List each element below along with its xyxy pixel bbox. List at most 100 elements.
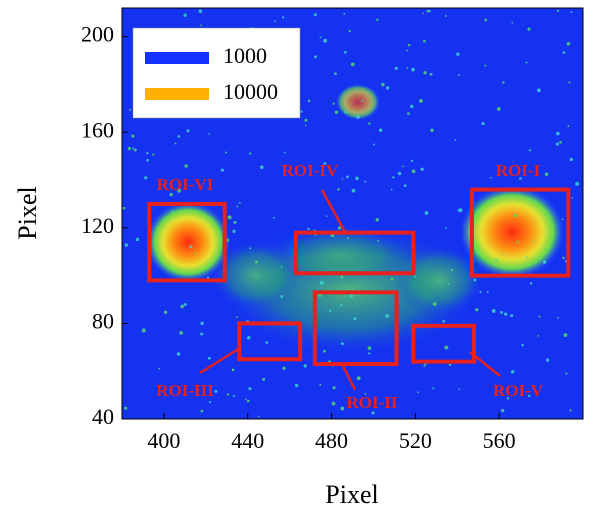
noise-speckle [537,88,541,92]
noise-speckle [482,122,485,125]
noise-speckle [562,257,564,259]
noise-speckle [364,181,366,183]
noise-speckle [430,73,433,76]
noise-speckle [249,152,251,154]
noise-speckle [340,304,342,306]
noise-speckle [136,238,139,241]
noise-speckle [543,260,546,263]
noise-speckle [406,50,408,52]
noise-speckle [445,227,447,229]
noise-speckle [355,177,359,181]
noise-speckle [338,226,341,229]
noise-speckle [337,188,340,191]
noise-speckle [282,367,285,370]
noise-speckle [484,19,487,22]
noise-speckle [329,310,331,312]
noise-speckle [225,151,227,153]
noise-speckle [433,302,437,306]
noise-speckle [567,42,571,46]
noise-speckle [131,135,134,138]
x-tick-label: 520 [399,428,432,453]
noise-speckle [344,111,347,114]
noise-speckle [323,39,327,43]
noise-speckle [432,387,434,389]
noise-speckle [567,125,569,127]
noise-speckle [249,247,251,249]
noise-speckle [346,175,349,178]
noise-speckle [347,237,349,239]
noise-speckle [411,160,413,162]
noise-speckle [124,407,127,410]
noise-speckle [340,407,344,411]
x-tick-label: 480 [315,428,348,453]
noise-speckle [521,344,524,347]
noise-speckle [511,22,513,24]
noise-speckle [341,342,344,345]
noise-speckle [495,259,498,262]
noise-speckle [410,105,413,108]
noise-speckle [425,211,429,215]
noise-speckle [295,384,298,387]
noise-speckle [529,198,531,200]
noise-speckle [502,81,504,83]
noise-speckle [172,211,175,214]
x-tick-label: 400 [147,428,180,453]
noise-speckle [458,388,460,390]
noise-speckle [146,152,148,154]
x-tick-label: 440 [231,428,264,453]
noise-speckle [326,215,328,217]
noise-speckle [449,364,451,366]
roi-label: ROI-III [156,381,214,400]
noise-speckle [129,109,131,111]
noise-speckle [228,215,232,219]
noise-speckle [123,207,126,210]
noise-speckle [236,206,238,208]
noise-speckle [417,391,419,393]
noise-speckle [361,100,363,102]
noise-speckle [319,384,321,386]
noise-speckle [530,282,532,284]
noise-speckle [332,402,336,406]
noise-speckle [304,119,307,122]
noise-speckle [164,311,167,314]
noise-speckle [187,129,190,132]
noise-speckle [208,357,211,360]
y-tick-label: 80 [92,308,114,333]
noise-speckle [377,240,379,242]
noise-speckle [411,68,415,72]
noise-speckle [236,316,238,318]
noise-speckle [179,331,183,335]
noise-speckle [305,125,307,127]
noise-speckle [258,416,260,418]
noise-speckle [260,165,264,169]
noise-speckle [423,365,425,367]
noise-speckle [281,266,283,268]
noise-speckle [368,346,372,350]
noise-speckle [247,336,251,340]
noise-speckle [451,269,453,271]
noise-speckle [392,176,394,178]
noise-speckle [459,208,463,212]
noise-speckle [200,332,203,335]
noise-speckle [556,132,560,136]
noise-speckle [247,400,250,403]
noise-speckle [128,147,131,150]
y-tick-label: 40 [92,404,114,429]
noise-speckle [511,370,515,374]
noise-speckle [386,86,389,89]
noise-speckle [308,100,311,103]
noise-speckle [320,281,324,285]
noise-speckle [335,111,338,114]
noise-speckle [484,65,486,67]
roi-label: ROI-I [496,161,541,180]
noise-speckle [379,128,383,132]
noise-speckle [500,311,503,314]
noise-speckle [492,309,496,313]
noise-speckle [473,279,476,282]
noise-speckle [132,147,134,149]
noise-speckle [200,322,203,325]
noise-speckle [537,335,539,337]
noise-speckle [214,390,217,393]
noise-speckle [233,395,235,397]
noise-speckle [334,72,337,75]
